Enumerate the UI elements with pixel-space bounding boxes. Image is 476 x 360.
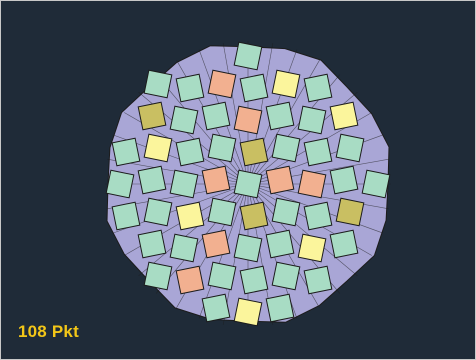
tile-square[interactable] [207,261,237,291]
tile-square[interactable] [335,197,365,227]
tile-square[interactable] [303,265,333,295]
tile-square[interactable] [111,201,141,231]
tile-square[interactable] [297,233,327,263]
tile-square[interactable] [233,297,263,327]
tile-edge [138,183,249,277]
tile-square[interactable] [271,261,301,291]
tile-square[interactable] [271,133,301,163]
tile-square[interactable] [297,169,327,199]
tile-square[interactable] [143,133,173,163]
tile-square[interactable] [169,105,199,135]
tile-square[interactable] [233,105,263,135]
tile-square[interactable] [233,169,263,199]
tile-square[interactable] [265,229,295,259]
tile-square[interactable] [201,293,231,323]
tile-square[interactable] [239,137,269,167]
tile-square[interactable] [233,41,263,71]
tile-square[interactable] [137,229,167,259]
tile-square[interactable] [175,201,205,231]
tile-square[interactable] [271,69,301,99]
score-label: 108 Pkt [18,322,79,341]
tile-square[interactable] [239,265,269,295]
tile-square[interactable] [207,133,237,163]
tile-square[interactable] [271,197,301,227]
tile-square[interactable] [303,137,333,167]
tile-edge [247,183,358,277]
tile-square[interactable] [137,165,167,195]
tile-square[interactable] [111,137,141,167]
tile-square[interactable] [175,137,205,167]
tile-square[interactable] [201,229,231,259]
tile-square[interactable] [329,165,359,195]
tile-square[interactable] [297,105,327,135]
tile-square[interactable] [361,169,391,199]
tile-square[interactable] [265,293,295,323]
tile-square[interactable] [335,133,365,163]
tile-edge [155,74,249,185]
tile-square[interactable] [207,197,237,227]
tile-square[interactable] [143,69,173,99]
tile-square[interactable] [239,201,269,231]
tile-square[interactable] [303,73,333,103]
tile-square[interactable] [201,165,231,195]
tile-square[interactable] [169,233,199,263]
tile-square[interactable] [329,101,359,131]
tile-square[interactable] [143,261,173,291]
tile-square[interactable] [329,229,359,259]
tile-square[interactable] [175,265,205,295]
tile-square[interactable] [265,101,295,131]
tile-square[interactable] [265,165,295,195]
tile-square[interactable] [201,101,231,131]
tile-square[interactable] [143,197,173,227]
tile-square[interactable] [105,169,135,199]
tile-square[interactable] [169,169,199,199]
tile-square[interactable] [303,201,333,231]
tile-square[interactable] [233,233,263,263]
tile-square[interactable] [207,69,237,99]
tile-square[interactable] [137,101,167,131]
tile-square[interactable] [239,73,269,103]
tile-square[interactable] [175,73,205,103]
